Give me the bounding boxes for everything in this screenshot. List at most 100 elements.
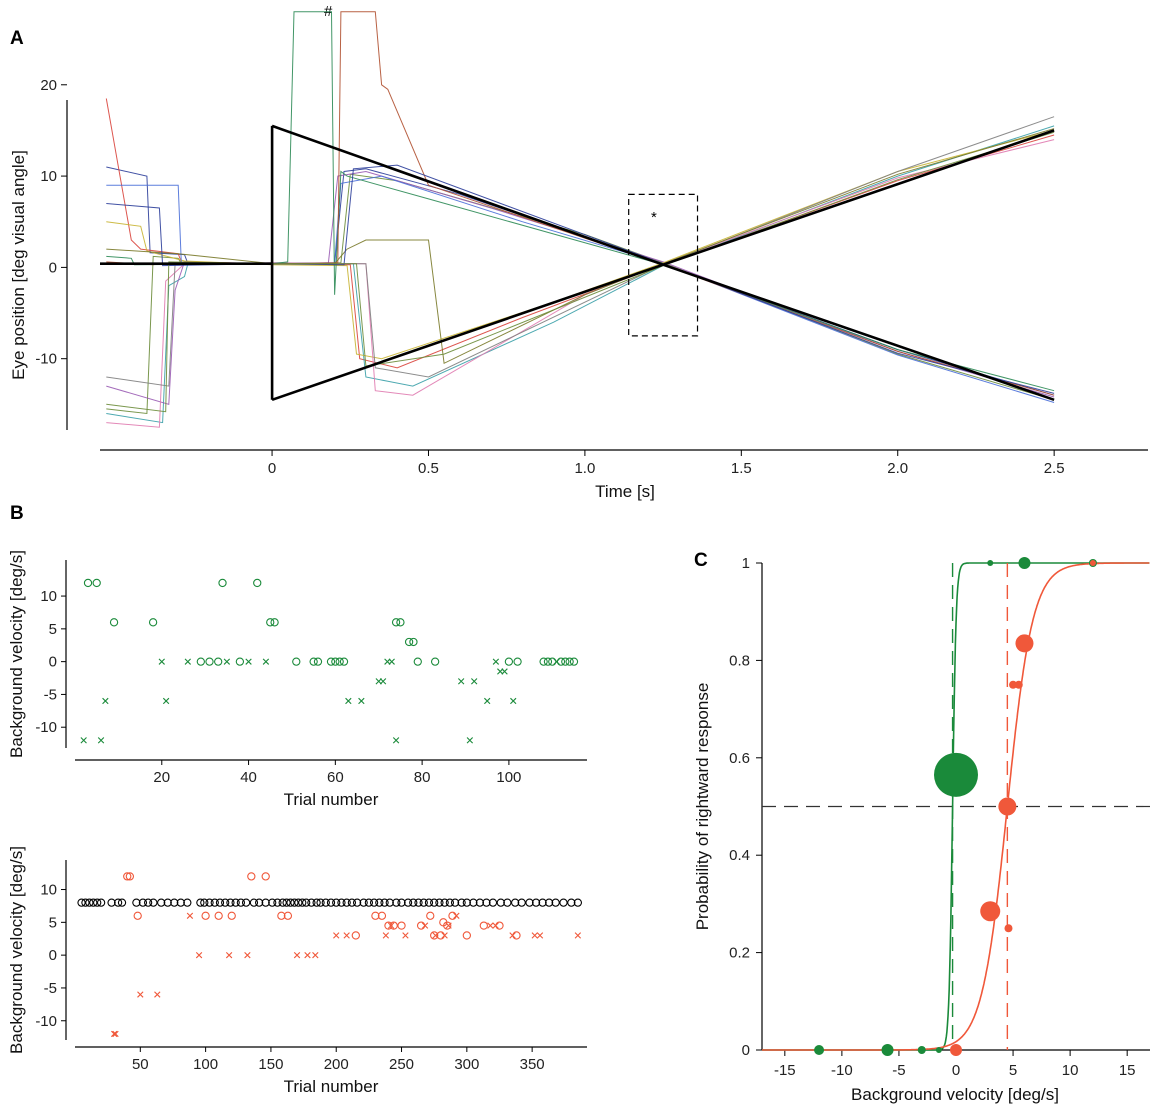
panel-a-xlabel: Time [s] [595,482,655,501]
x-tick-label: 0 [268,460,276,477]
data-point-circle [331,657,340,666]
data-point-cross [509,932,516,939]
x-tick-label: 10 [1062,1062,1079,1079]
data-point-circle [565,657,574,666]
data-point-circle [235,657,245,666]
eye-trace [106,11,1055,396]
data-point-circle [255,898,264,907]
data-point-circle [543,657,553,666]
data-point-circle [89,898,98,907]
data-point-circle [339,657,349,666]
fit-curve-green [762,562,1150,1051]
data-point-circle [312,898,321,907]
data-point-cross [470,678,478,685]
data-point-cross [457,678,465,685]
data-point-circle [148,618,158,627]
x-tick-label: 100 [496,769,521,786]
data-point-circle [77,898,86,907]
data-point-green [917,1046,926,1054]
data-point-circle [380,898,389,907]
data-point-circle [352,898,362,907]
panel-c-label: C [694,550,708,571]
data-point-circle [332,898,341,907]
data-point-cross [102,697,109,705]
panel-b-top-plot: 20 40 60 80 100 -10 -5 0 5 10 [35,560,587,786]
data-point-cross [574,932,582,939]
data-point-circle [133,911,142,920]
data-point-circle [384,921,393,930]
eye-trace [106,175,1055,403]
y-tick-label: 10 [40,168,57,185]
data-point-circle [377,911,387,920]
data-point-circle [435,898,444,907]
y-tick-label: 5 [49,621,57,638]
data-point-circle [512,931,521,940]
panel-a-label: A [10,28,24,49]
data-point-red [1015,634,1034,653]
data-point-cross [453,912,460,919]
data-point-circle [369,898,379,907]
data-point-circle [440,898,449,907]
data-point-circle [321,898,330,907]
data-point-circle [517,898,526,907]
data-point-cross [402,932,409,939]
data-point-cross [343,932,350,939]
data-point-circle [249,898,259,907]
data-point-circle [538,898,547,907]
x-tick-label: 200 [324,1056,349,1073]
data-point-circle [277,911,286,920]
data-point-circle [298,898,307,907]
data-point-circle [496,898,505,907]
data-point-circle [347,898,357,907]
data-point-red [1014,680,1023,689]
data-point-circle [253,578,262,588]
data-point-green [987,560,994,566]
data-point-circle [448,911,457,920]
data-point-circle [268,898,277,907]
eye-trace [106,116,1055,387]
data-point-circle [241,898,251,907]
panel-c-xlabel: Background velocity [deg/s] [851,1085,1059,1104]
x-tick-label: -10 [831,1062,853,1079]
data-point-cross [137,991,144,998]
y-tick-label: 5 [49,914,57,931]
data-point-red [950,1044,962,1056]
data-point-circle [397,921,406,930]
data-point-cross [304,951,311,959]
eye-trace [106,128,1055,365]
data-point-cross [553,658,560,665]
eye-trace [106,129,1055,360]
data-point-circle [424,898,434,907]
data-point-circle [326,898,336,907]
data-point-circle [513,657,522,666]
x-tick-label: 60 [327,769,344,786]
data-point-cross [441,932,448,939]
data-point-cross [345,697,352,705]
star-annotation: * [651,209,657,226]
data-point-circle [176,898,185,907]
data-point-cross [510,697,517,705]
data-point-circle [567,898,576,907]
y-tick-label: -10 [35,351,57,368]
data-point-circle [266,618,275,627]
y-tick-label: 0.2 [729,945,750,962]
y-tick-label: 20 [40,77,57,94]
data-point-green [934,752,978,797]
data-point-circle [385,898,394,907]
data-point-cross [484,697,491,705]
data-point-cross [492,922,499,929]
data-point-circle [282,898,291,907]
data-point-circle [107,898,116,907]
data-point-red [1009,680,1018,689]
data-point-circle [409,637,418,647]
data-point-circle [247,872,256,881]
data-point-cross [536,932,544,939]
data-point-circle [475,898,485,907]
y-tick-label: -10 [35,1013,57,1030]
data-point-cross [333,932,340,939]
data-point-circle [163,898,172,907]
data-point-circle [261,898,270,907]
data-point-circle [307,898,316,907]
data-point-red [998,797,1017,816]
data-point-circle [413,657,422,666]
